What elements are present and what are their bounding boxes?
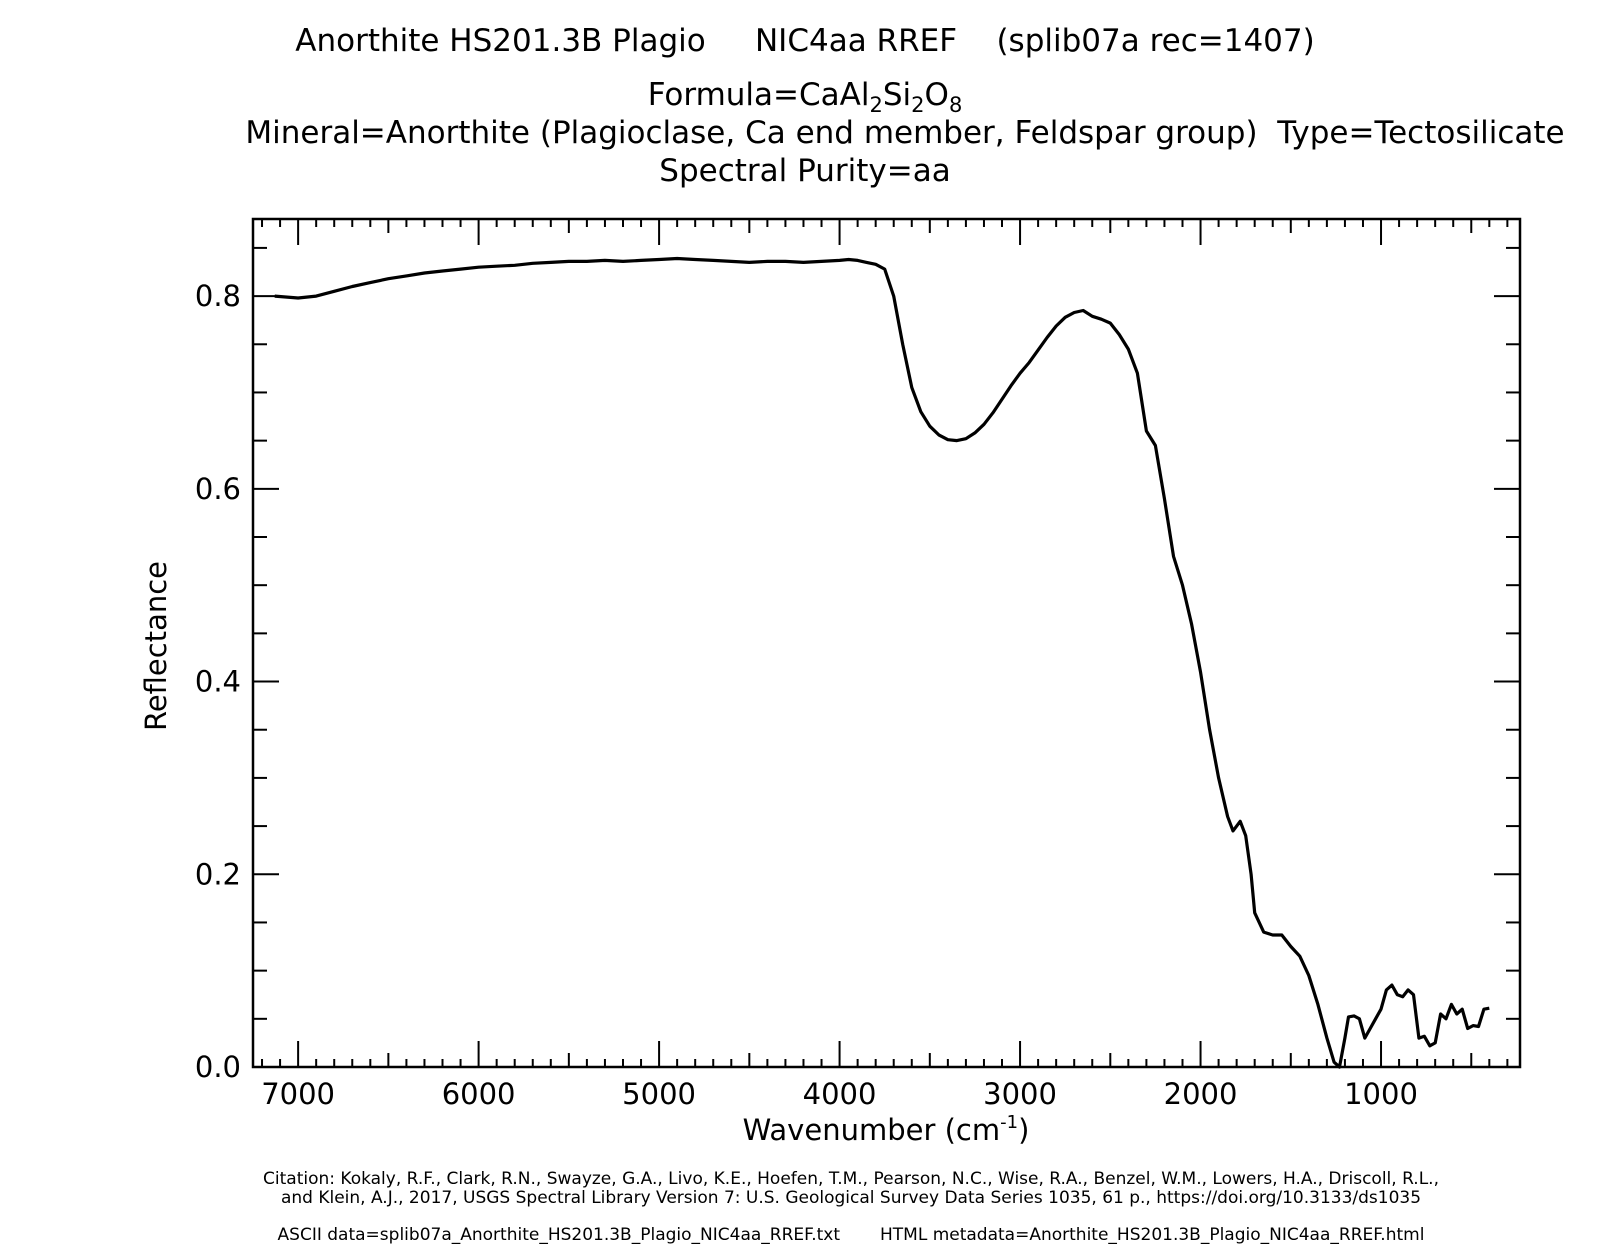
formula-si: Si bbox=[882, 77, 912, 113]
file-references: ASCII data=splib07a_Anorthite_HS201.3B_P… bbox=[46, 1226, 1610, 1245]
y-tick-label: 0.6 bbox=[195, 472, 241, 506]
x-tick-label: 7000 bbox=[261, 1077, 335, 1111]
mineral-line: Mineral=Anorthite (Plagioclase, Ca end m… bbox=[245, 115, 1565, 151]
x-tick-label: 5000 bbox=[622, 1077, 696, 1111]
y-tick-labels: 0.0 0.2 0.4 0.6 0.8 bbox=[195, 279, 241, 1084]
x-axis-label: Wavenumber (cm-1) bbox=[743, 1112, 1030, 1147]
ascii-data-label: ASCII data=splib07a_Anorthite_HS201.3B_P… bbox=[277, 1225, 840, 1245]
y-tick-label: 0.4 bbox=[195, 665, 241, 699]
x-axis-label-text: Wavenumber (cm bbox=[743, 1113, 1001, 1147]
x-tick-label: 2000 bbox=[1164, 1077, 1238, 1111]
x-axis-label-exponent: -1 bbox=[1000, 1112, 1018, 1133]
spectral-purity-line: Spectral Purity=aa bbox=[659, 153, 951, 189]
chart-title: Anorthite HS201.3B Plagio NIC4aa RREF (s… bbox=[295, 23, 1315, 59]
formula-subscript-si: 2 bbox=[911, 93, 925, 117]
x-tick-labels: 7000 6000 5000 4000 3000 2000 1000 bbox=[261, 1077, 1418, 1111]
x-tick-label: 4000 bbox=[803, 1077, 877, 1111]
x-tick-label: 1000 bbox=[1344, 1077, 1418, 1111]
formula-prefix: Formula=CaAl bbox=[647, 77, 870, 113]
x-tick-label: 3000 bbox=[983, 1077, 1057, 1111]
formula-subscript-al: 2 bbox=[869, 93, 883, 117]
formula-o: O bbox=[924, 77, 949, 113]
plot-frame bbox=[251, 217, 1522, 1069]
x-axis-label-close: ) bbox=[1018, 1113, 1029, 1147]
citation-line-2: and Klein, A.J., 2017, USGS Spectral Lib… bbox=[280, 1188, 1422, 1208]
y-tick-label: 0.2 bbox=[195, 857, 241, 891]
y-tick-label: 0.8 bbox=[195, 279, 241, 313]
citation-line-1: Citation: Kokaly, R.F., Clark, R.N., Swa… bbox=[263, 1169, 1439, 1189]
html-metadata-label: HTML metadata=Anorthite_HS201.3B_Plagio_… bbox=[880, 1225, 1425, 1245]
x-tick-label: 6000 bbox=[442, 1077, 516, 1111]
axis-ticks bbox=[253, 219, 1520, 1068]
formula-subscript-o: 8 bbox=[948, 93, 963, 117]
reflectance-series-line bbox=[274, 256, 1490, 1069]
formula-line: Formula=CaAl2Si2O8 bbox=[0, 77, 1610, 116]
y-tick-label: 0.0 bbox=[195, 1050, 241, 1084]
y-axis-label: Reflectance bbox=[139, 561, 173, 731]
